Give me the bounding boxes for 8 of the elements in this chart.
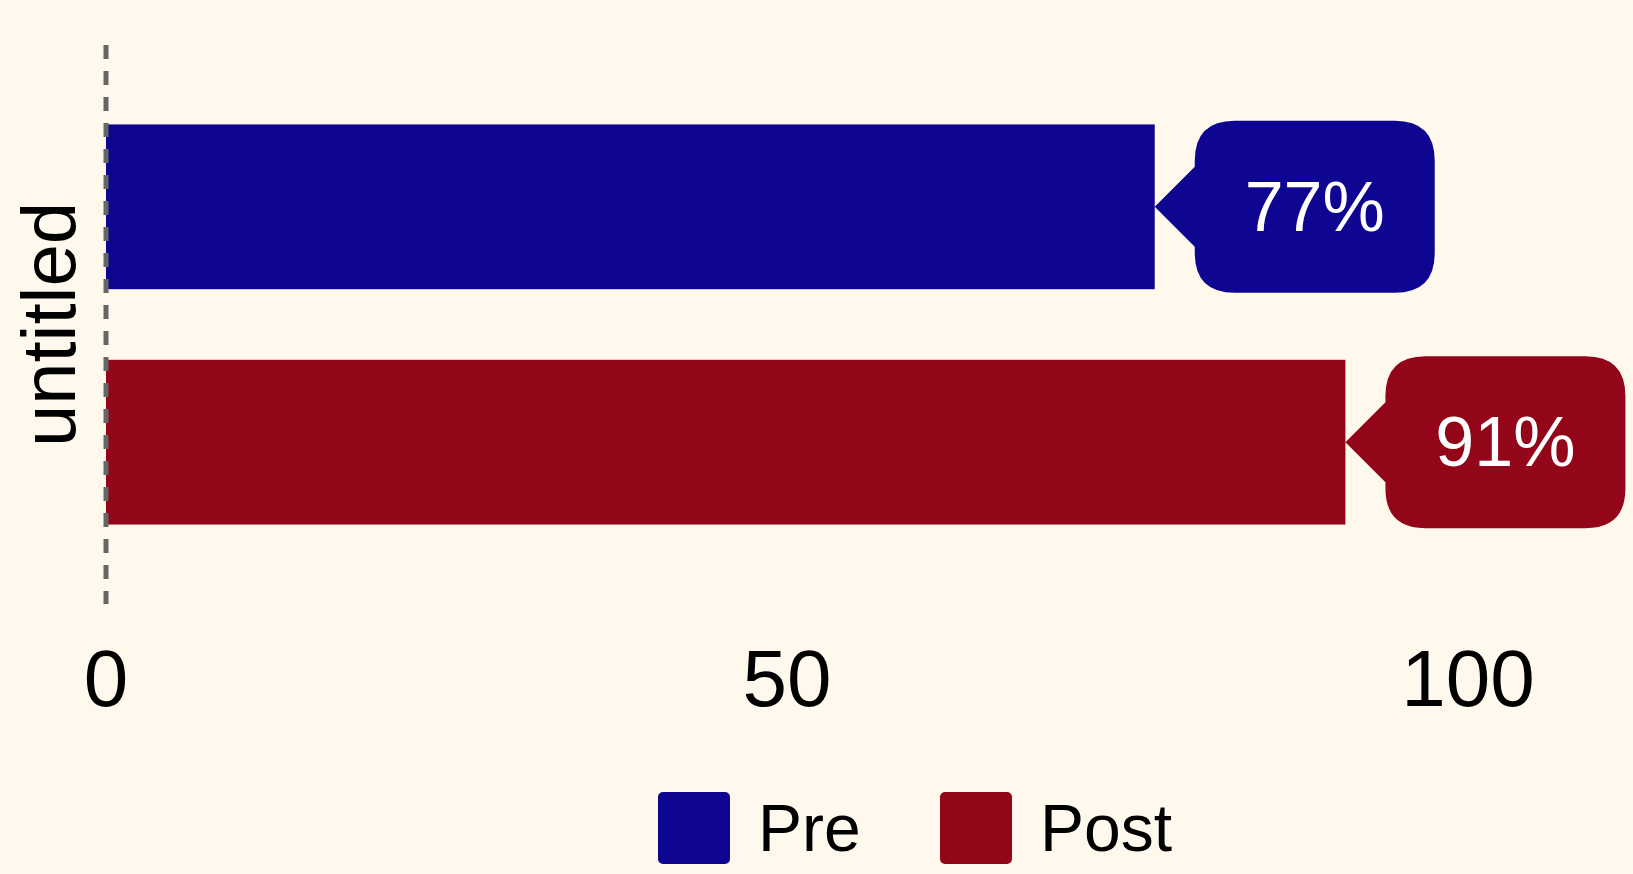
data-label: 77% bbox=[1244, 167, 1385, 246]
x-tick-label: 50 bbox=[742, 633, 832, 723]
y-axis-title: untitled bbox=[5, 201, 91, 448]
legend-label: Post bbox=[1040, 791, 1173, 865]
legend-label: Pre bbox=[758, 791, 861, 865]
x-tick-label: 0 bbox=[83, 633, 129, 723]
x-tick-label: 100 bbox=[1401, 633, 1535, 723]
data-label: 91% bbox=[1435, 403, 1576, 482]
